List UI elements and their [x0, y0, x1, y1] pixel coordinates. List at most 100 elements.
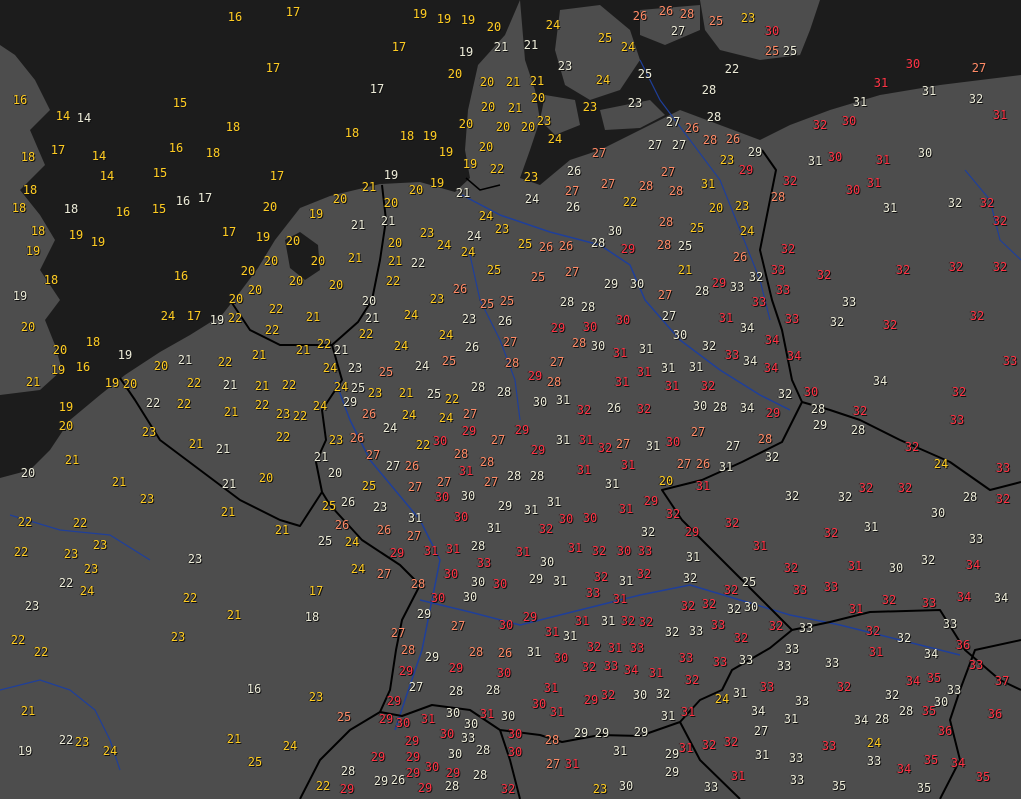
- station-temperature: 33: [866, 754, 882, 768]
- station-temperature: 31: [688, 360, 704, 374]
- station-temperature: 29: [416, 607, 432, 621]
- station-temperature: 33: [794, 694, 810, 708]
- station-temperature: 32: [593, 570, 609, 584]
- station-temperature: 21: [251, 348, 267, 362]
- station-temperature: 34: [739, 321, 755, 335]
- station-temperature: 29: [378, 712, 394, 726]
- netherlands-belgium-border: [229, 299, 332, 346]
- station-temperature: 32: [701, 597, 717, 611]
- station-temperature: 20: [458, 117, 474, 131]
- station-temperature: 20: [263, 254, 279, 268]
- station-temperature: 33: [788, 751, 804, 765]
- station-temperature: 21: [347, 251, 363, 265]
- station-temperature: 28: [702, 133, 718, 147]
- station-temperature: 31: [863, 520, 879, 534]
- station-temperature: 29: [573, 726, 589, 740]
- station-temperature: 22: [316, 337, 332, 351]
- station-temperature: 22: [268, 302, 284, 316]
- station-temperature: 30: [492, 577, 508, 591]
- station-temperature: 33: [710, 618, 726, 632]
- station-temperature: 34: [872, 374, 888, 388]
- station-temperature: 32: [701, 339, 717, 353]
- station-temperature: 26: [538, 240, 554, 254]
- station-temperature: 34: [896, 762, 912, 776]
- station-temperature: 33: [824, 656, 840, 670]
- station-temperature: 21: [350, 218, 366, 232]
- station-temperature: 16: [246, 682, 262, 696]
- station-temperature: 32: [881, 593, 897, 607]
- station-temperature: 29: [461, 424, 477, 438]
- station-temperature: 19: [117, 348, 133, 362]
- station-temperature: 33: [637, 544, 653, 558]
- station-temperature: 32: [995, 492, 1011, 506]
- station-temperature: 28: [668, 184, 684, 198]
- station-temperature: 23: [719, 153, 735, 167]
- station-temperature: 33: [823, 580, 839, 594]
- station-temperature: 32: [895, 263, 911, 277]
- station-temperature: 34: [950, 756, 966, 770]
- station-temperature: 22: [415, 438, 431, 452]
- station-temperature: 22: [315, 779, 331, 793]
- station-temperature: 29: [373, 774, 389, 788]
- station-temperature: 33: [460, 731, 476, 745]
- station-temperature: 34: [742, 354, 758, 368]
- station-temperature: 24: [350, 562, 366, 576]
- station-temperature: 30: [558, 512, 574, 526]
- station-temperature: 27: [591, 146, 607, 160]
- station-temperature: 31: [618, 574, 634, 588]
- station-temperature: 32: [882, 318, 898, 332]
- station-temperature: 20: [383, 196, 399, 210]
- station-temperature: 29: [812, 418, 828, 432]
- station-temperature: 32: [620, 614, 636, 628]
- station-temperature: 34: [965, 558, 981, 572]
- island: [640, 5, 700, 45]
- station-temperature: 31: [718, 460, 734, 474]
- station-temperature: 32: [600, 688, 616, 702]
- station-temperature: 28: [658, 215, 674, 229]
- station-temperature: 20: [122, 377, 138, 391]
- river-somme: [9, 514, 151, 561]
- station-temperature: 20: [285, 234, 301, 248]
- station-temperature: 34: [786, 349, 802, 363]
- station-temperature: 29: [738, 163, 754, 177]
- station-temperature: 21: [222, 378, 238, 392]
- station-temperature: 31: [543, 681, 559, 695]
- station-temperature: 26: [632, 9, 648, 23]
- station-temperature: 18: [20, 150, 36, 164]
- station-temperature: 21: [333, 343, 349, 357]
- station-temperature: 19: [209, 313, 225, 327]
- station-temperature: 24: [466, 229, 482, 243]
- station-temperature: 33: [585, 586, 601, 600]
- station-temperature: 28: [706, 110, 722, 124]
- station-temperature: 31: [685, 550, 701, 564]
- station-temperature: 33: [789, 773, 805, 787]
- station-temperature: 26: [565, 200, 581, 214]
- station-temperature: 32: [784, 489, 800, 503]
- station-temperature: 28: [470, 539, 486, 553]
- station-temperature: 21: [380, 214, 396, 228]
- station-temperature: 33: [688, 624, 704, 638]
- station-temperature: 26: [334, 518, 350, 532]
- station-temperature: 27: [545, 757, 561, 771]
- station-temperature: 30: [692, 399, 708, 413]
- station-temperature: 26: [606, 401, 622, 415]
- station-temperature: 27: [660, 165, 676, 179]
- station-temperature: 33: [729, 280, 745, 294]
- station-temperature: 33: [968, 658, 984, 672]
- station-temperature: 33: [921, 596, 937, 610]
- station-temperature: 35: [831, 779, 847, 793]
- station-temperature: 28: [544, 733, 560, 747]
- station-temperature: 35: [923, 753, 939, 767]
- station-temperature: 21: [20, 704, 36, 718]
- station-temperature: 32: [700, 379, 716, 393]
- station-temperature: 22: [217, 355, 233, 369]
- station-temperature: 26: [497, 314, 513, 328]
- station-temperature: 18: [304, 610, 320, 624]
- station-temperature: 31: [564, 757, 580, 771]
- station-temperature: 28: [580, 300, 596, 314]
- station-temperature: 18: [205, 146, 221, 160]
- station-temperature: 32: [783, 561, 799, 575]
- denmark-border: [465, 177, 501, 191]
